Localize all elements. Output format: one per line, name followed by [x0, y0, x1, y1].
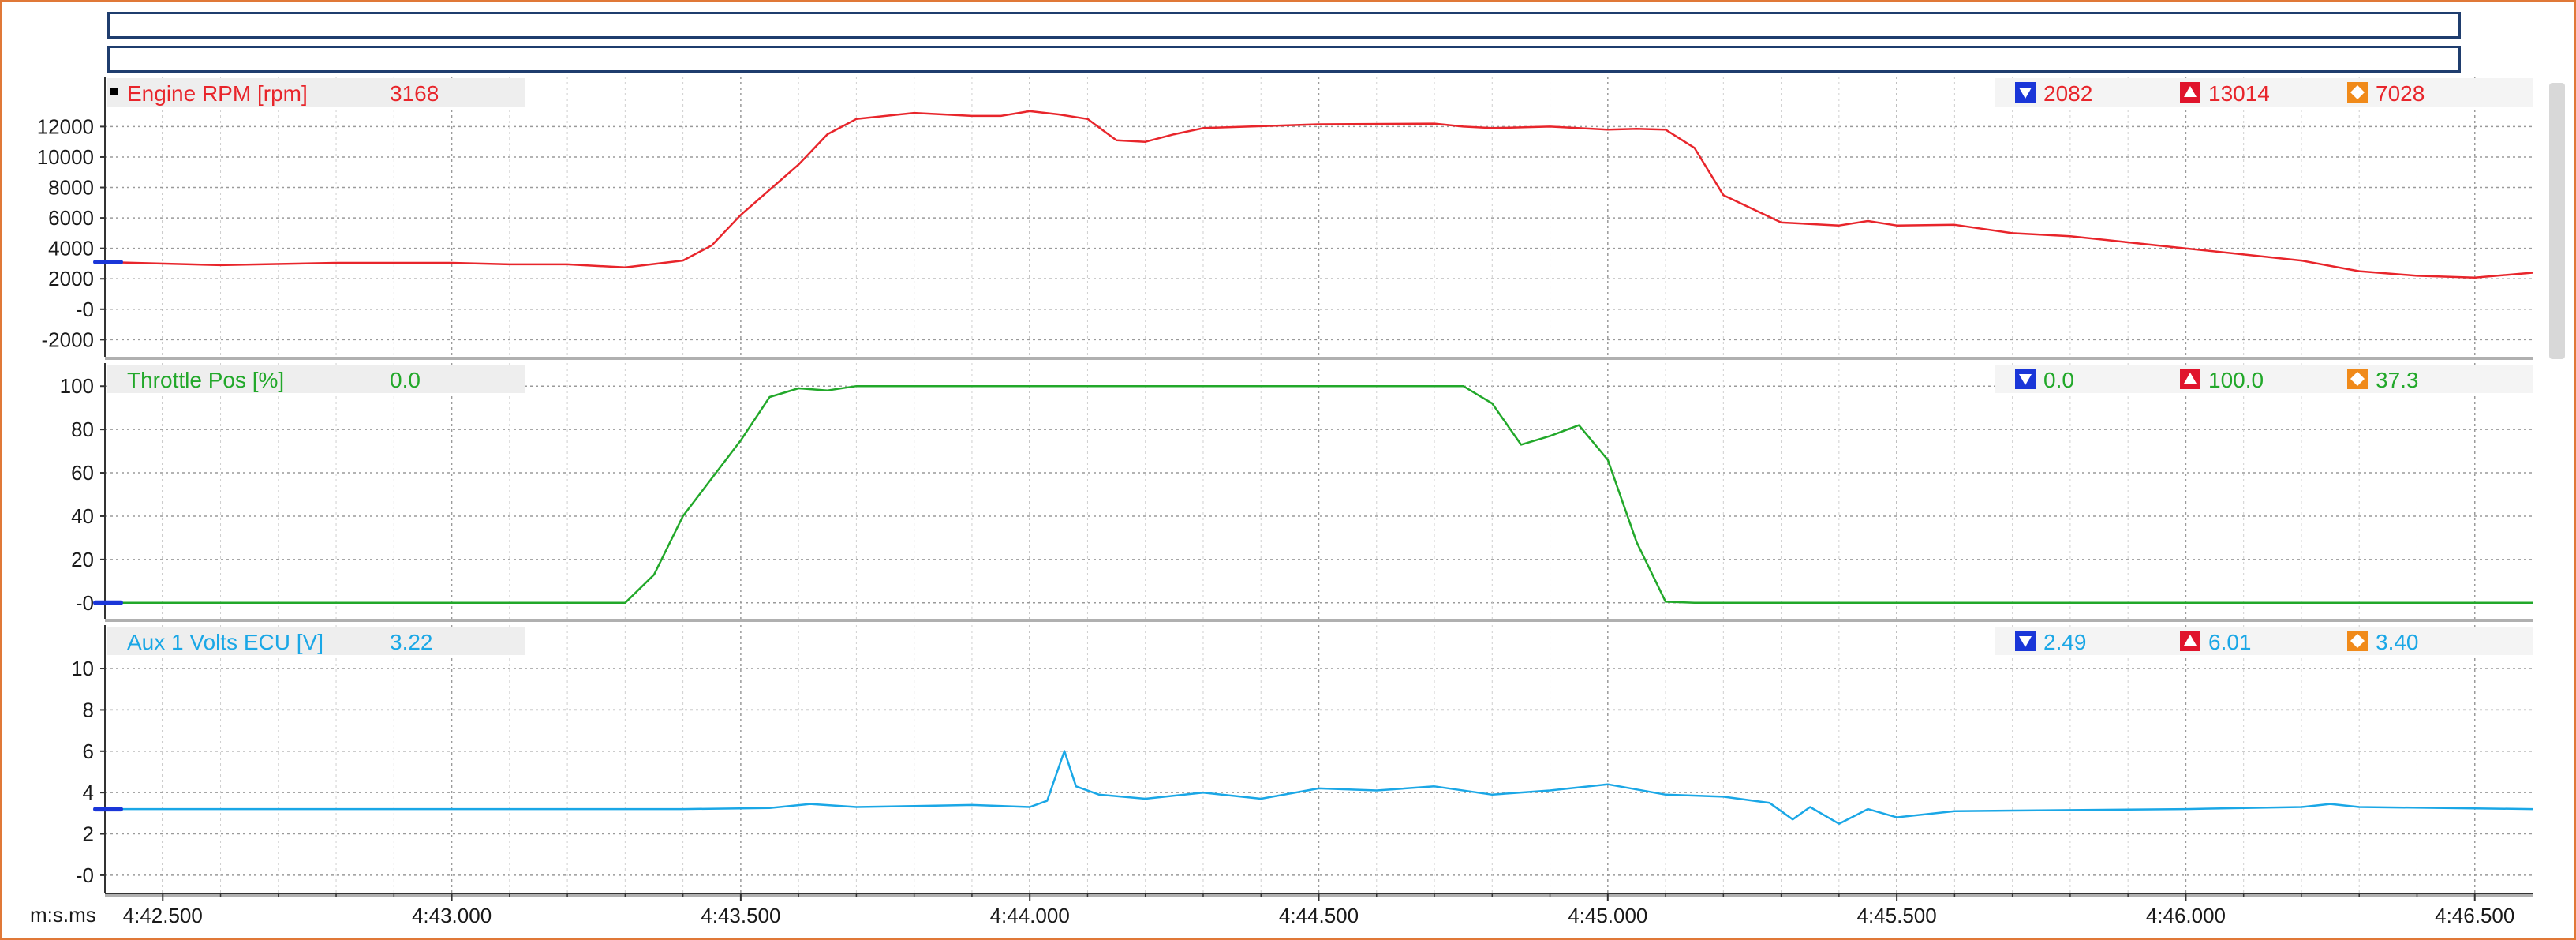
- stats-header-band: [1995, 627, 2533, 655]
- series-line: [105, 750, 2533, 825]
- y-tick-label: 4: [83, 781, 94, 804]
- y-tick-label: -0: [76, 298, 94, 321]
- time-tick-label: 4:43.000: [412, 904, 492, 927]
- stat-avg-value: 7028: [2376, 81, 2425, 106]
- vertical-scrollbar-thumb[interactable]: [2549, 83, 2565, 359]
- stat-min-value: 2082: [2043, 81, 2092, 106]
- chart-panels: -2000 -0 2000 4000 6000 8000 10000 12000 Engine …: [37, 77, 2533, 897]
- series-line: [105, 384, 2533, 605]
- y-tick-label: 6000: [48, 206, 94, 230]
- y-tick-label: 60: [71, 461, 94, 485]
- series-name-label: Aux 1 Volts ECU [V]: [127, 630, 323, 654]
- time-tick-label: 4:46.000: [2146, 904, 2226, 927]
- time-tick-label: 4:44.000: [990, 904, 1070, 927]
- y-tick-label: 4000: [48, 237, 94, 260]
- stat-max-value: 100.0: [2208, 368, 2264, 392]
- series-line: [104, 110, 2533, 279]
- average-diamond-icon: [2347, 631, 2368, 651]
- time-tick-label: 4:44.500: [1279, 904, 1359, 927]
- y-tick-label: 6: [83, 740, 94, 763]
- y-tick-label: 10000: [37, 145, 94, 169]
- cursor-value: 3.22: [390, 630, 433, 654]
- time-tick-label: 4:45.000: [1568, 904, 1647, 927]
- top-track-bar-1[interactable]: [107, 12, 2461, 39]
- stat-avg-value: 37.3: [2376, 368, 2419, 392]
- average-diamond-icon: [2347, 369, 2368, 389]
- y-tick-label: 100: [60, 374, 94, 398]
- y-tick-label: -2000: [42, 328, 95, 351]
- stat-max-value: 13014: [2208, 81, 2270, 106]
- stat-max-value: 6.01: [2208, 630, 2252, 654]
- y-tick-label: 80: [71, 418, 94, 441]
- y-tick-label: 12000: [37, 114, 94, 138]
- min-arrow-down-icon: [2015, 631, 2036, 651]
- y-tick-label: 10: [71, 657, 94, 680]
- y-tick-label: 2000: [48, 267, 94, 290]
- y-tick-label: 40: [71, 504, 94, 528]
- stats-header-band: [1995, 365, 2533, 393]
- series-header-band: [107, 627, 525, 655]
- time-axis-unit-label: m:s.ms: [30, 903, 96, 927]
- engine-rpm-panel: -2000 -0 2000 4000 6000 8000 10000 12000 Engine …: [37, 77, 2533, 360]
- average-diamond-icon: [2347, 82, 2368, 103]
- y-tick-label: 20: [71, 548, 94, 571]
- series-header-band: [107, 365, 525, 393]
- min-arrow-down-icon: [2015, 369, 2036, 389]
- stat-min-value: 0.0: [2043, 368, 2074, 392]
- cursor-value: 0.0: [390, 368, 421, 392]
- stat-min-value: 2.49: [2043, 630, 2087, 654]
- series-name-label: Engine RPM [rpm]: [127, 81, 308, 106]
- max-arrow-up-icon: [2180, 82, 2200, 103]
- top-track-bar-2[interactable]: [107, 46, 2461, 73]
- y-tick-label: 8000: [48, 176, 94, 200]
- throttle-pos-panel: -0 20 40 60 80 100 Throttle Pos [%] 0.0 0.0 100.0…: [60, 363, 2533, 622]
- selected-series-bullet: [110, 88, 118, 95]
- cursor-value: 3168: [390, 81, 439, 106]
- time-tick-label: 4:42.500: [123, 904, 203, 927]
- stats-header-band: [1995, 78, 2533, 107]
- time-axis: m:s.ms 4:42.500 4:43.000 4:43.500 4:44.000 4…: [30, 893, 2533, 927]
- min-arrow-down-icon: [2015, 82, 2036, 103]
- aux-volts-panel: -0 2 4 6 8 10 Aux 1 Volts ECU [V] 3.22 2.49 6.01 3…: [71, 625, 2533, 897]
- y-tick-label: 8: [83, 698, 94, 721]
- time-tick-label: 4:46.500: [2435, 904, 2514, 927]
- time-tick-label: 4:43.500: [701, 904, 780, 927]
- series-name-label: Throttle Pos [%]: [127, 368, 284, 392]
- max-arrow-up-icon: [2180, 631, 2200, 651]
- series-header-band: [107, 78, 525, 107]
- max-arrow-up-icon: [2180, 369, 2200, 389]
- stat-avg-value: 3.40: [2376, 630, 2419, 654]
- y-tick-label: -0: [76, 863, 94, 887]
- time-tick-label: 4:45.500: [1857, 904, 1937, 927]
- y-tick-label: -0: [76, 591, 94, 615]
- y-tick-label: 2: [83, 822, 94, 846]
